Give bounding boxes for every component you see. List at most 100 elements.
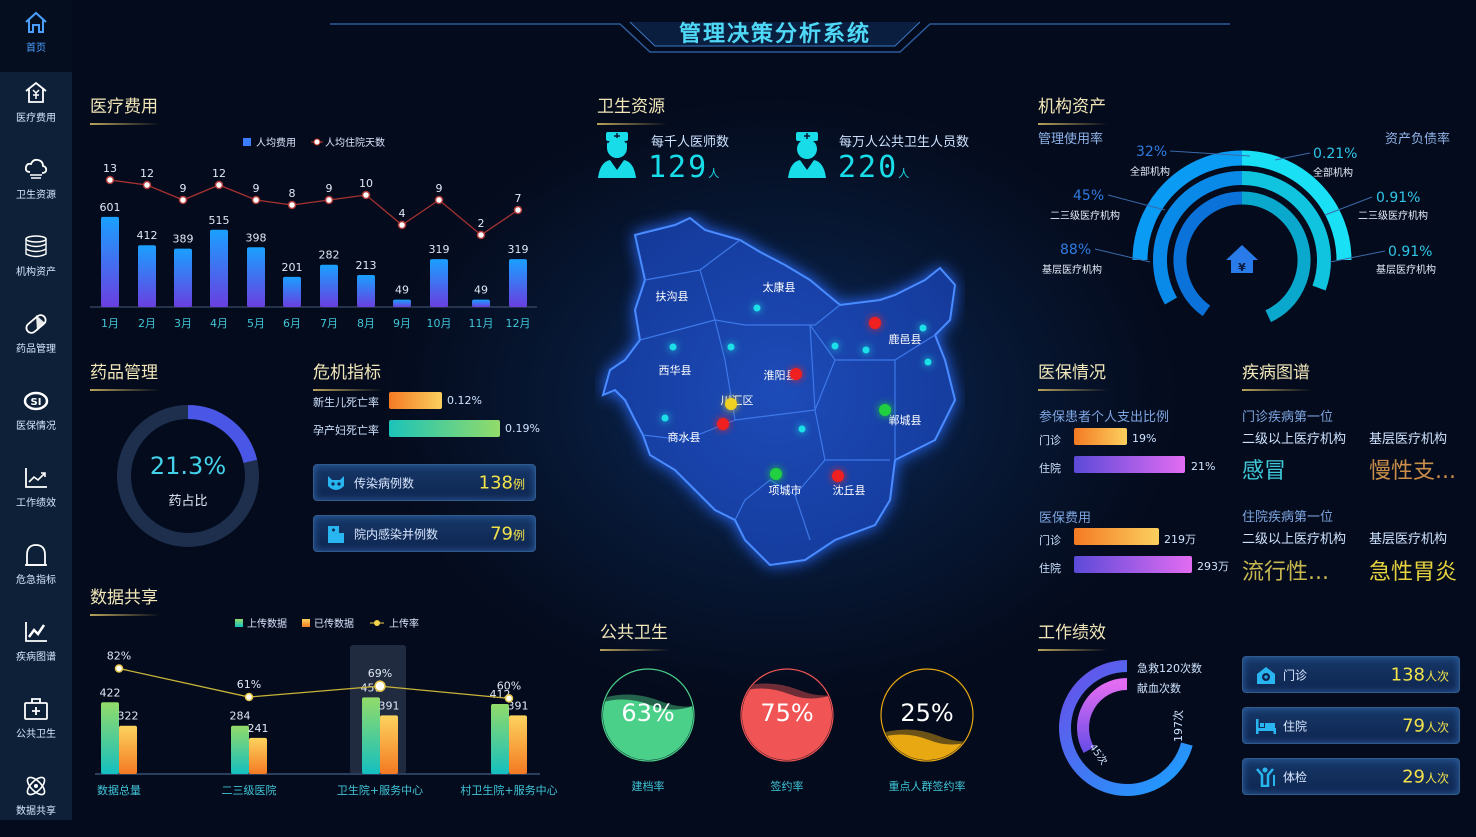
legend-swatch <box>235 619 243 627</box>
bar <box>101 216 119 307</box>
liquid-gauge <box>880 668 974 762</box>
map-region-label[interactable]: 商水县 <box>668 430 701 444</box>
map-marker[interactable] <box>924 358 932 366</box>
legend-swatch <box>302 619 310 627</box>
map-region-label[interactable]: 西华县 <box>659 363 692 377</box>
sidebar-item-10[interactable]: 数据共享 <box>0 767 72 837</box>
map-marker[interactable] <box>661 414 669 422</box>
map-marker[interactable] <box>869 317 881 329</box>
trend-chart-icon <box>25 468 47 488</box>
emergency-ring <box>1059 660 1193 796</box>
map-region-label[interactable]: 项城市 <box>769 483 802 497</box>
map-marker[interactable] <box>753 304 761 312</box>
bar-label: 319 <box>508 243 529 256</box>
map-region-label[interactable]: 淮阳县 <box>764 369 797 382</box>
section-title-crisis: 危机指标 <box>313 358 383 391</box>
sidebar-item-7[interactable]: 危急指标 <box>0 536 72 606</box>
leader-line <box>1094 248 1151 263</box>
drug-ratio-label: 药占比 <box>168 494 208 509</box>
map-region-label[interactable]: 郸城县 <box>889 414 922 427</box>
section-title-resources: 卫生资源 <box>597 92 667 125</box>
cost-title: 医保费用 <box>1039 511 1092 526</box>
x-tick-label: 7月 <box>320 317 338 330</box>
line-point <box>324 195 334 205</box>
col-label: 二级以上医疗机构 <box>1242 532 1347 547</box>
map-marker[interactable] <box>727 343 735 351</box>
svg-text:¥: ¥ <box>1238 261 1246 274</box>
sidebar-item-3[interactable]: 机构资产 <box>0 228 72 298</box>
gauge-label: 建档率 <box>631 780 665 793</box>
house-yuan-icon <box>1226 245 1258 273</box>
sidebar-item-4[interactable]: 药品管理 <box>0 305 72 375</box>
sidebar-item-0[interactable]: 首页 <box>0 4 72 74</box>
map-region-label[interactable]: 鹿邑县 <box>889 332 922 346</box>
sidebar-item-label: 首页 <box>26 43 46 54</box>
usage-value: 32% <box>1136 144 1168 160</box>
map-marker[interactable] <box>862 346 870 354</box>
map-marker[interactable] <box>919 324 927 332</box>
x-tick-label: 5月 <box>247 317 265 330</box>
map-marker[interactable] <box>798 425 806 433</box>
crisis-value: 0.12% <box>447 394 482 407</box>
debt-arc-primary <box>1241 191 1311 323</box>
map-region-label[interactable]: 沈丘县 <box>833 483 866 497</box>
sidebar-item-1[interactable]: 医疗费用 <box>0 74 72 144</box>
disease-value: 流行性... <box>1242 560 1329 585</box>
legend-label: 上传率 <box>389 617 419 630</box>
map-marker[interactable] <box>831 342 839 350</box>
sidebar-item-5[interactable]: SI 医保情况 <box>0 382 72 452</box>
sidebar-item-8[interactable]: 疾病图谱 <box>0 613 72 683</box>
map-region-label[interactable]: 扶沟县 <box>656 289 689 303</box>
sidebar-item-2[interactable]: 卫生资源 <box>0 151 72 221</box>
line-series <box>109 179 519 236</box>
performance-ring-chart <box>1059 660 1193 796</box>
map-marker[interactable] <box>879 404 891 416</box>
x-tick-label: 3月 <box>174 317 192 330</box>
performance-card-1: 住院 79人次 <box>1242 707 1460 744</box>
crisis-value: 0.19% <box>505 422 540 435</box>
x-tick-label: 8月 <box>357 317 375 330</box>
section-title-medical-cost: 医疗费用 <box>90 92 160 125</box>
svg-text:SI: SI <box>31 397 42 408</box>
bar <box>393 299 411 307</box>
line-label: 9 <box>253 182 260 195</box>
sidebar: 首页医疗费用 卫生资源机构资产药品管理 SI 医保情况工作绩效危急指标 疾病图谱 公共卫生… <box>0 0 72 820</box>
line-point <box>397 220 407 230</box>
debt-label: 二三级医疗机构 <box>1358 211 1428 222</box>
bar-uploaded <box>509 715 527 774</box>
ring-value: 197次 <box>1172 710 1185 742</box>
map-marker[interactable] <box>790 368 802 380</box>
bar <box>210 229 228 307</box>
doctors-per-thousand-value: 129人 <box>648 150 722 185</box>
asset-gauge-chart: ¥ <box>1094 150 1386 323</box>
sidebar-item-label: 医保情况 <box>16 421 56 432</box>
map-region-label[interactable]: 太康县 <box>763 280 796 294</box>
row-label: 住院 <box>1039 562 1061 575</box>
sidebar-item-6[interactable]: 工作绩效 <box>0 459 72 529</box>
bar <box>174 248 192 307</box>
bar-label: 284 <box>230 710 251 723</box>
x-tick-label: 4月 <box>210 317 228 330</box>
public-health-staff-label: 每万人公共卫生人员数 <box>839 135 970 150</box>
usage-label: 二三级医疗机构 <box>1050 211 1120 222</box>
line-label: 8 <box>289 187 296 200</box>
line-point <box>114 664 124 673</box>
clinic-icon <box>1257 666 1275 684</box>
leader-line <box>1274 152 1311 161</box>
map-marker[interactable] <box>770 468 782 480</box>
debt-value: 0.91% <box>1376 190 1421 206</box>
map-marker[interactable] <box>725 398 737 410</box>
usage-arc-all <box>1132 150 1243 261</box>
bar-uploaded <box>249 737 267 774</box>
map-marker[interactable] <box>717 418 729 430</box>
sidebar-item-9[interactable]: 公共卫生 <box>0 690 72 760</box>
liquid-gauge <box>601 668 695 762</box>
map-marker[interactable] <box>832 470 844 482</box>
map-marker[interactable] <box>669 343 677 351</box>
bar <box>509 259 527 307</box>
drug-ratio-donut <box>117 405 259 547</box>
sidebar-item-label: 工作绩效 <box>16 498 56 509</box>
sidebar-item-label: 机构资产 <box>16 267 56 278</box>
line-point <box>178 195 188 205</box>
